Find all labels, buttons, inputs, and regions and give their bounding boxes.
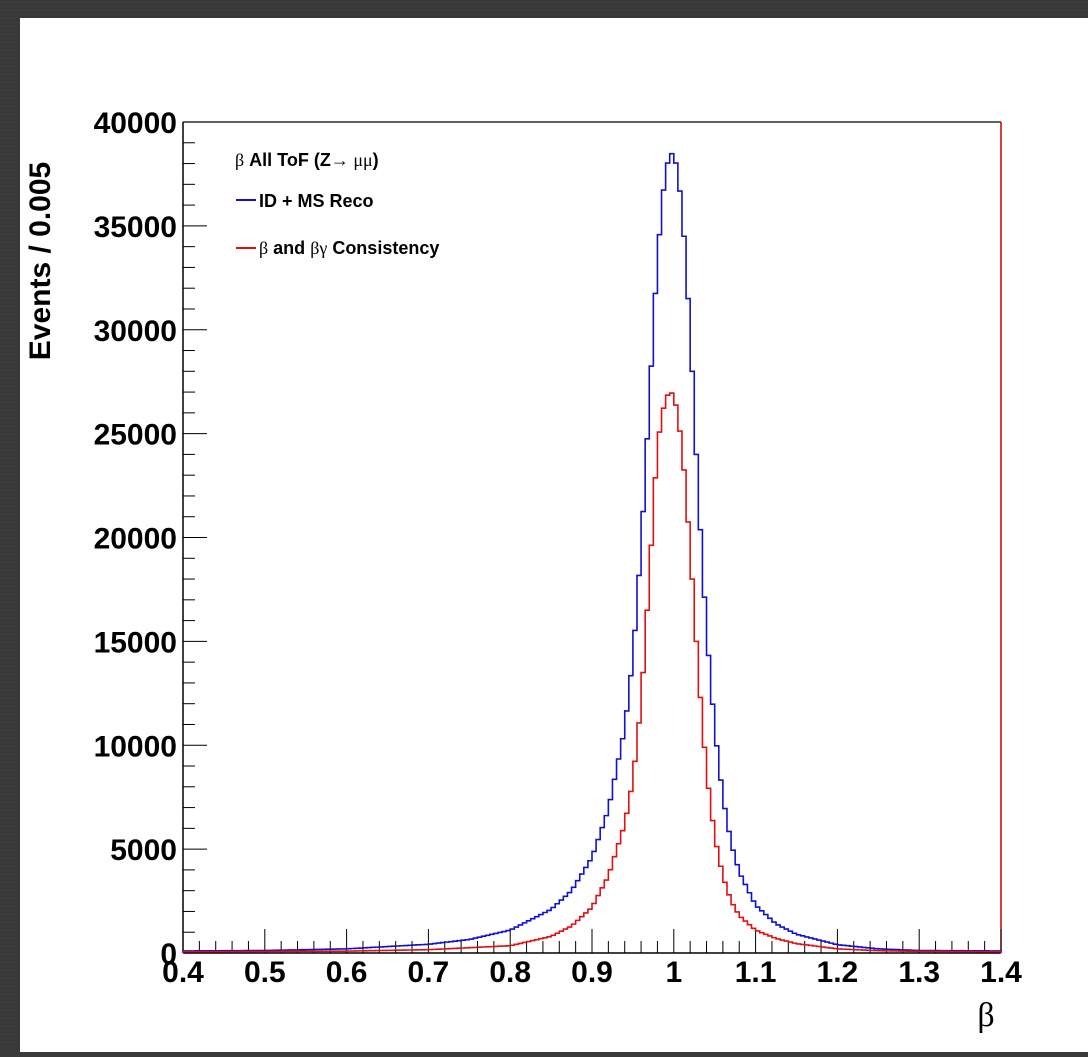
y-tick-label: 0: [160, 938, 177, 971]
legend-header-arrow: →: [331, 150, 354, 170]
y-tick-label: 30000: [94, 315, 177, 348]
y-tick-labels: 0 5000 10000 15000 20000 25000 30000 35000 40000: [94, 107, 177, 971]
legend-header-text: All ToF (Z: [244, 150, 331, 170]
x-tick-labels: 0.4 0.5 0.6 0.7 0.8 0.9 1 1.1 1.2 1.3 1.4: [162, 956, 1022, 989]
legend-consistency-beta: β: [259, 238, 268, 258]
legend-consistency-betagamma: βγ: [310, 238, 327, 258]
series-consistency: [182, 392, 1002, 953]
x-tick-label: 0.6: [326, 956, 368, 989]
legend-consistency-and: and: [268, 238, 310, 258]
histogram-curves: [182, 152, 1002, 953]
x-tick-label: 0.4: [162, 956, 204, 989]
x-axis-title: β: [977, 997, 994, 1034]
y-axis-title: Events / 0.005: [24, 162, 57, 360]
plot-canvas: 0 5000 10000 15000 20000 25000 30000 35000 40000…: [20, 18, 1088, 1052]
x-tick-label: 0.9: [571, 956, 613, 989]
y-tick-label: 40000: [94, 107, 177, 140]
x-tick-label: 0.7: [408, 956, 450, 989]
y-tick-label: 25000: [94, 419, 177, 452]
legend: β All ToF (Z→ μμ) ID + MS Reco β and βγ …: [235, 150, 439, 258]
x-tick-label: 0.8: [489, 956, 531, 989]
series-id-ms-reco: [182, 152, 1002, 953]
x-tick-label: 0.5: [244, 956, 286, 989]
x-tick-label: 1: [665, 956, 682, 989]
x-tick-label: 1.3: [898, 956, 940, 989]
legend-label-id-ms-reco: ID + MS Reco: [259, 191, 374, 211]
y-tick-label: 15000: [94, 626, 177, 659]
legend-header-mumu: μμ: [353, 150, 372, 170]
y-tick-label: 35000: [94, 211, 177, 244]
legend-header-close: ): [373, 150, 379, 170]
legend-label-consistency: β and βγ Consistency: [259, 238, 439, 258]
x-tick-label: 1.1: [735, 956, 777, 989]
histogram-plot: 0 5000 10000 15000 20000 25000 30000 35000 40000…: [24, 107, 1022, 1034]
legend-consistency-text: Consistency: [327, 238, 439, 258]
y-tick-label: 10000: [94, 730, 177, 763]
x-tick-label: 1.4: [980, 956, 1022, 989]
legend-header: β All ToF (Z→ μμ): [235, 150, 379, 170]
y-tick-label: 20000: [94, 523, 177, 556]
legend-header-beta: β: [235, 150, 244, 170]
y-tick-label: 5000: [110, 834, 177, 867]
x-tick-label: 1.2: [817, 956, 859, 989]
